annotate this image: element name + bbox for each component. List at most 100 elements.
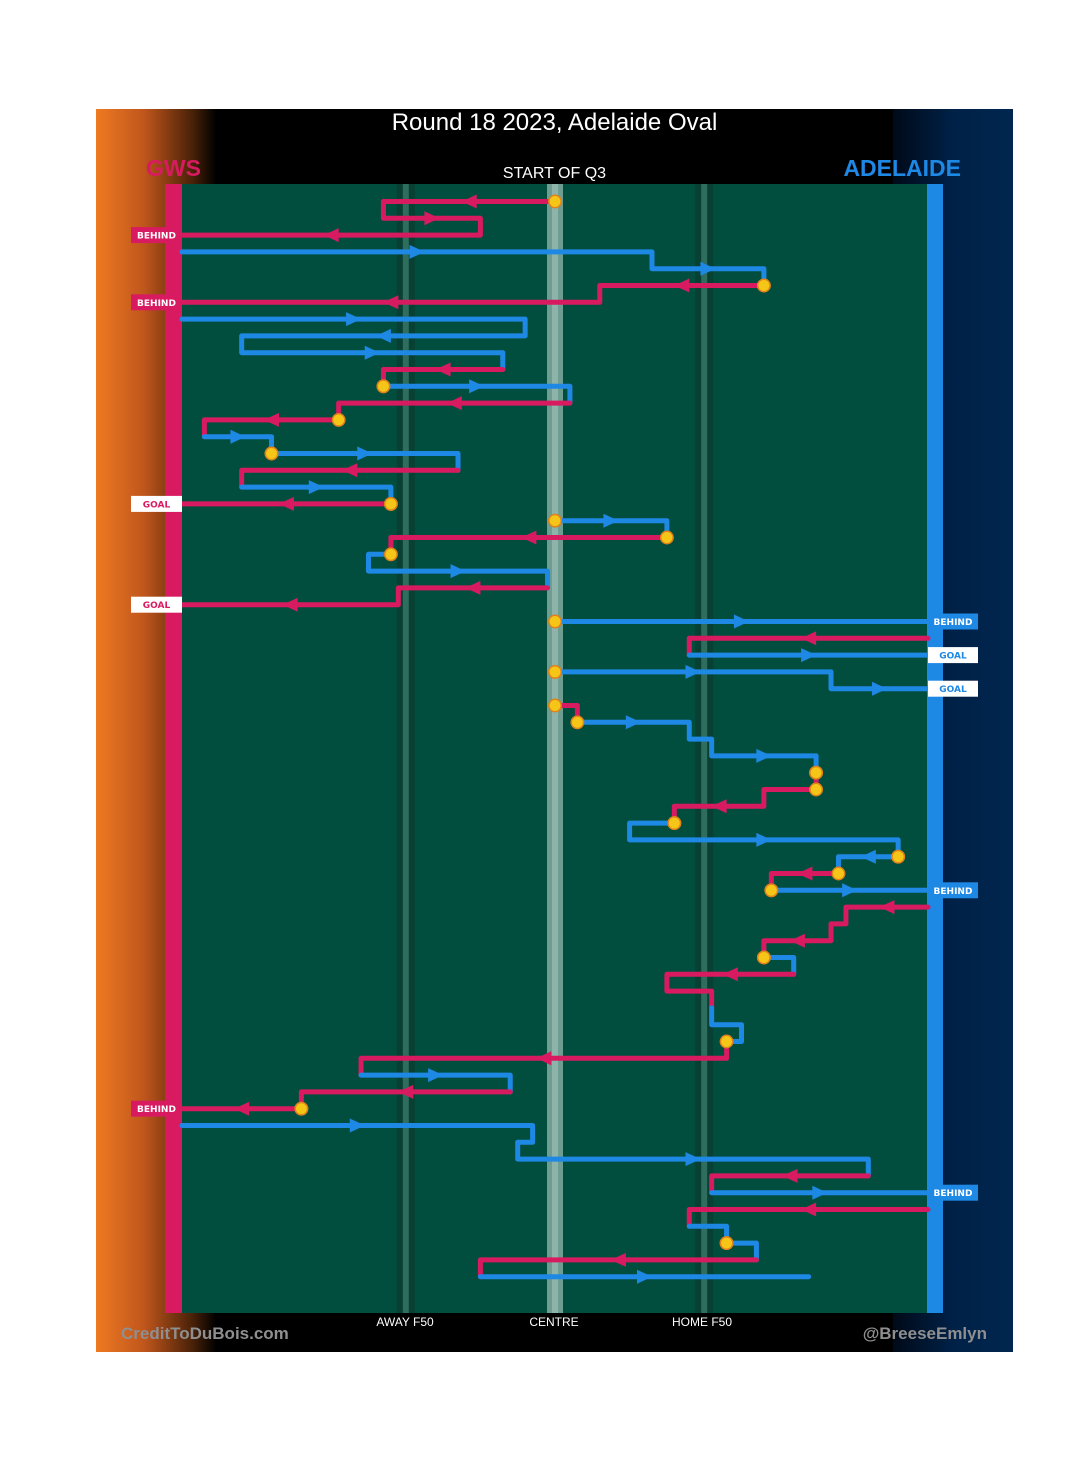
gws-goal-line-bar xyxy=(165,184,182,1313)
stoppage-end-marker xyxy=(831,866,846,881)
stoppage-start-marker xyxy=(667,816,682,831)
chain-arrow xyxy=(879,900,895,915)
chain-arrow xyxy=(264,412,280,427)
chain-arrow xyxy=(282,597,298,612)
outcome-badge-text: BEHIND xyxy=(137,232,176,242)
chain-arrow xyxy=(349,1118,365,1133)
stoppage-start-marker xyxy=(548,513,562,528)
chain-arrow xyxy=(756,748,772,763)
poster: BEHIND BEHIND GOAL GOAL BEHIND GOAL GOAL BEHIND… xyxy=(96,109,1013,1352)
stoppage-start-marker xyxy=(719,1236,734,1251)
adelaide-possession-chain xyxy=(724,1240,759,1263)
adelaide-goal-line-bar xyxy=(927,184,943,1313)
gws-possession-chain xyxy=(239,467,461,490)
outcome-badge-box xyxy=(131,495,182,512)
chain-arrow xyxy=(801,1202,817,1217)
away-team-label: GWS xyxy=(146,155,201,181)
stoppage-start-marker xyxy=(264,446,279,461)
stoppage-start-marker xyxy=(719,1034,734,1049)
stoppage-start-marker xyxy=(756,950,771,965)
chain-arrow xyxy=(230,429,246,444)
chain-arrow xyxy=(446,396,462,411)
chain-arrow xyxy=(797,866,813,881)
centre-line xyxy=(552,184,558,1313)
gws-behind-badge: BEHIND xyxy=(131,294,182,311)
chain-arrow xyxy=(722,967,738,982)
adelaide-possession-chain xyxy=(380,383,573,406)
chain-arrow xyxy=(398,1084,414,1099)
gws-goal-badge: GOAL xyxy=(131,495,182,512)
chain-arrow xyxy=(383,295,399,310)
outcome-badge-box xyxy=(131,227,182,244)
outcome-badge-box xyxy=(131,294,182,311)
outcome-badge-box xyxy=(928,1184,978,1201)
gws-possession-chain xyxy=(686,635,931,658)
outcome-badge-box xyxy=(928,613,978,630)
outcome-badge-box xyxy=(131,596,182,613)
period-label: START OF Q3 xyxy=(502,165,607,182)
gws-behind-badge: BEHIND xyxy=(131,1100,182,1117)
chain-arrow xyxy=(357,446,373,461)
adelaide-possession-chain xyxy=(709,1005,744,1044)
gws-possession-chain xyxy=(664,971,797,1011)
adelaide-possession-chain xyxy=(179,249,767,288)
outcome-badge-text: BEHIND xyxy=(934,618,973,628)
chain-arrow xyxy=(424,211,440,226)
chain-arrow xyxy=(346,312,362,327)
chain-arrow xyxy=(450,564,466,579)
chain-arrow xyxy=(465,580,481,595)
chain-arrow xyxy=(801,648,817,663)
adelaide-possession-chain xyxy=(627,820,901,860)
home-team-label: ADELAIDE xyxy=(843,155,961,181)
adelaide-behind-badge: BEHIND xyxy=(928,882,978,899)
chain-arrows xyxy=(230,194,895,1284)
stoppage-start-marker xyxy=(294,1101,309,1116)
chain-arrow xyxy=(872,681,888,696)
stoppage-start-marker xyxy=(548,194,562,209)
chain-arrow xyxy=(700,261,716,276)
away-f50-axis-label: AWAY F50 xyxy=(376,1315,434,1329)
chain-arrow xyxy=(603,513,619,528)
chain-arrow xyxy=(469,379,485,394)
gws-possession-chain xyxy=(709,1173,871,1196)
chain-arrow xyxy=(842,883,858,898)
chain-arrow xyxy=(782,1168,798,1183)
gws-behind-badge: BEHIND xyxy=(131,227,182,244)
outcome-badge-box xyxy=(928,680,978,697)
outcome-badge-text: BEHIND xyxy=(137,1105,176,1115)
chain-arrow xyxy=(812,1185,828,1200)
stoppage-start-marker xyxy=(548,698,562,713)
stoppage-start-marker xyxy=(383,496,398,511)
stoppage-start-marker xyxy=(764,883,779,898)
stoppage-end-marker xyxy=(383,547,398,562)
chain-arrow xyxy=(435,362,451,377)
chain-arrow xyxy=(756,832,772,847)
chain-arrow xyxy=(860,849,876,864)
away-f50-line xyxy=(402,184,409,1313)
stoppage-start-marker xyxy=(809,782,824,797)
adelaide-goal-badge: GOAL xyxy=(928,680,978,697)
stoppage-start-marker xyxy=(891,849,906,864)
outcome-badge-text: GOAL xyxy=(939,685,967,695)
outcome-badge-box xyxy=(131,1100,182,1117)
outcome-badge-text: GOAL xyxy=(143,500,171,510)
chain-arrow xyxy=(409,244,425,259)
credit-website: CreditToDuBois.com xyxy=(121,1324,289,1343)
outcome-badge-box xyxy=(928,647,978,664)
chain-arrow xyxy=(536,1051,552,1066)
chain-arrow xyxy=(734,614,749,629)
chain-arrow xyxy=(375,328,391,343)
outcome-badge-text: GOAL xyxy=(143,601,171,611)
adelaide-possession-chain xyxy=(574,719,819,776)
centre-axis-label: CENTRE xyxy=(529,1315,579,1329)
gws-possession-chain xyxy=(671,787,819,826)
stoppage-start-marker xyxy=(376,379,391,394)
gws-goal-badge: GOAL xyxy=(131,596,182,613)
chain-arrow xyxy=(234,1101,250,1116)
chain-arrow xyxy=(674,278,690,293)
stoppage-end-marker xyxy=(331,412,346,427)
adelaide-goal-badge: GOAL xyxy=(928,647,978,664)
credit-twitter: @BreeseEmlyn xyxy=(862,1324,987,1343)
adelaide-possession-chain xyxy=(179,316,528,372)
chain-arrow xyxy=(461,194,477,209)
